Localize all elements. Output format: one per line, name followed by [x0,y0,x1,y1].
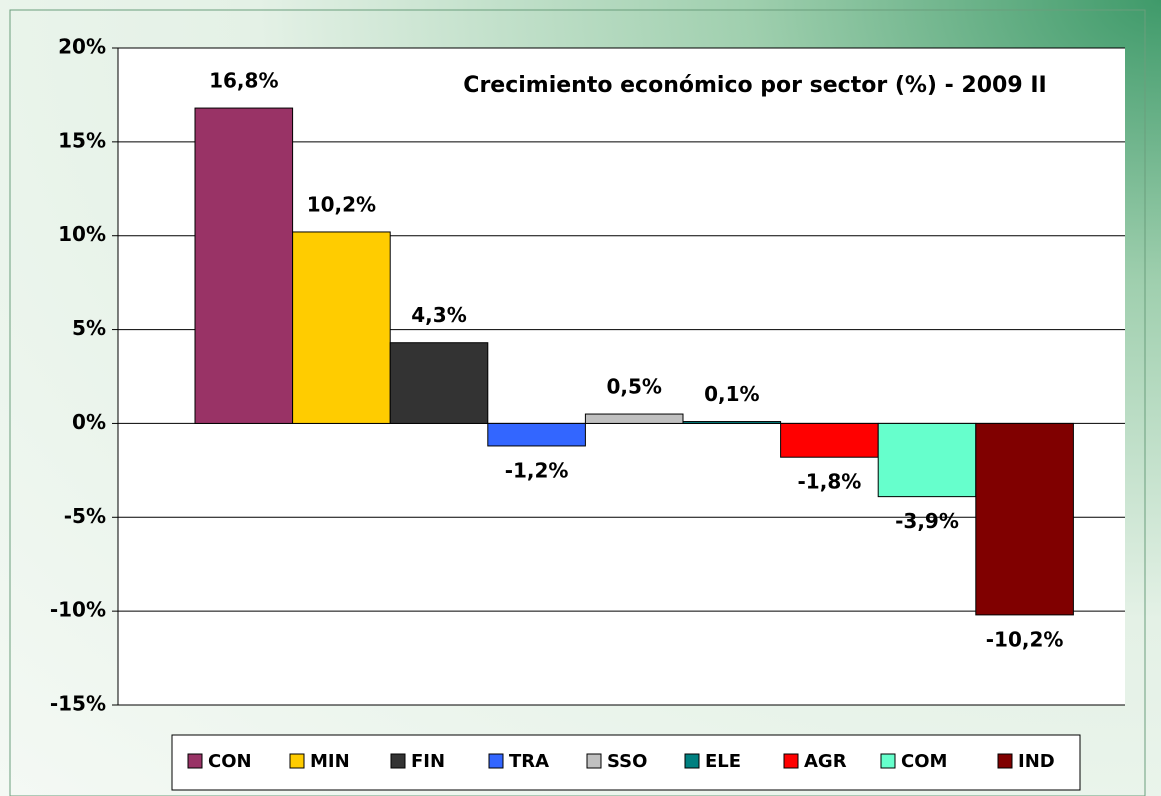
bar [682,421,782,424]
legend-label: FIN [411,751,445,772]
value-label: 0,5% [606,375,661,399]
legend-label: SSO [607,751,647,772]
legend-swatch [289,753,305,769]
legend-swatch [390,753,406,769]
value-label: 10,2% [307,192,376,216]
y-tick-label: -5% [64,504,106,528]
value-label: -1,2% [505,458,569,482]
bar [292,231,391,424]
legend-label: IND [1018,751,1055,772]
legend-label: COM [901,751,947,772]
bar [877,422,977,498]
value-label: 0,1% [704,382,759,406]
chart-frame [9,9,1146,796]
legend-box [171,734,1081,791]
legend-swatch [997,753,1013,769]
bar [194,107,294,424]
y-tick-label: -15% [50,692,106,716]
bar [389,342,489,424]
legend-swatch [187,753,203,769]
bar [975,422,1074,616]
bar [584,413,684,424]
value-label: -3,9% [895,509,959,533]
y-tick-label: 15% [58,128,106,152]
value-label: -1,8% [798,470,862,494]
legend-swatch [488,753,504,769]
y-tick-label: 5% [72,316,106,340]
y-tick-label: -10% [50,598,106,622]
legend-swatch [586,753,602,769]
legend-label: CON [208,751,252,772]
y-tick-label: 10% [58,222,106,246]
bar [780,422,879,458]
value-label: 4,3% [411,303,466,327]
value-label: -10,2% [986,627,1064,651]
value-label: 16,8% [209,69,278,93]
legend-label: AGR [804,751,847,772]
y-tick-label: 0% [72,410,106,434]
legend-label: MIN [310,751,350,772]
legend-swatch [880,753,896,769]
y-tick-label: 20% [58,35,106,59]
bar [487,422,586,447]
legend-swatch [783,753,799,769]
legend-label: ELE [705,751,741,772]
legend-label: TRA [509,751,549,772]
legend-swatch [684,753,700,769]
chart-title: Crecimiento económico por sector (%) - 2… [463,73,1046,98]
